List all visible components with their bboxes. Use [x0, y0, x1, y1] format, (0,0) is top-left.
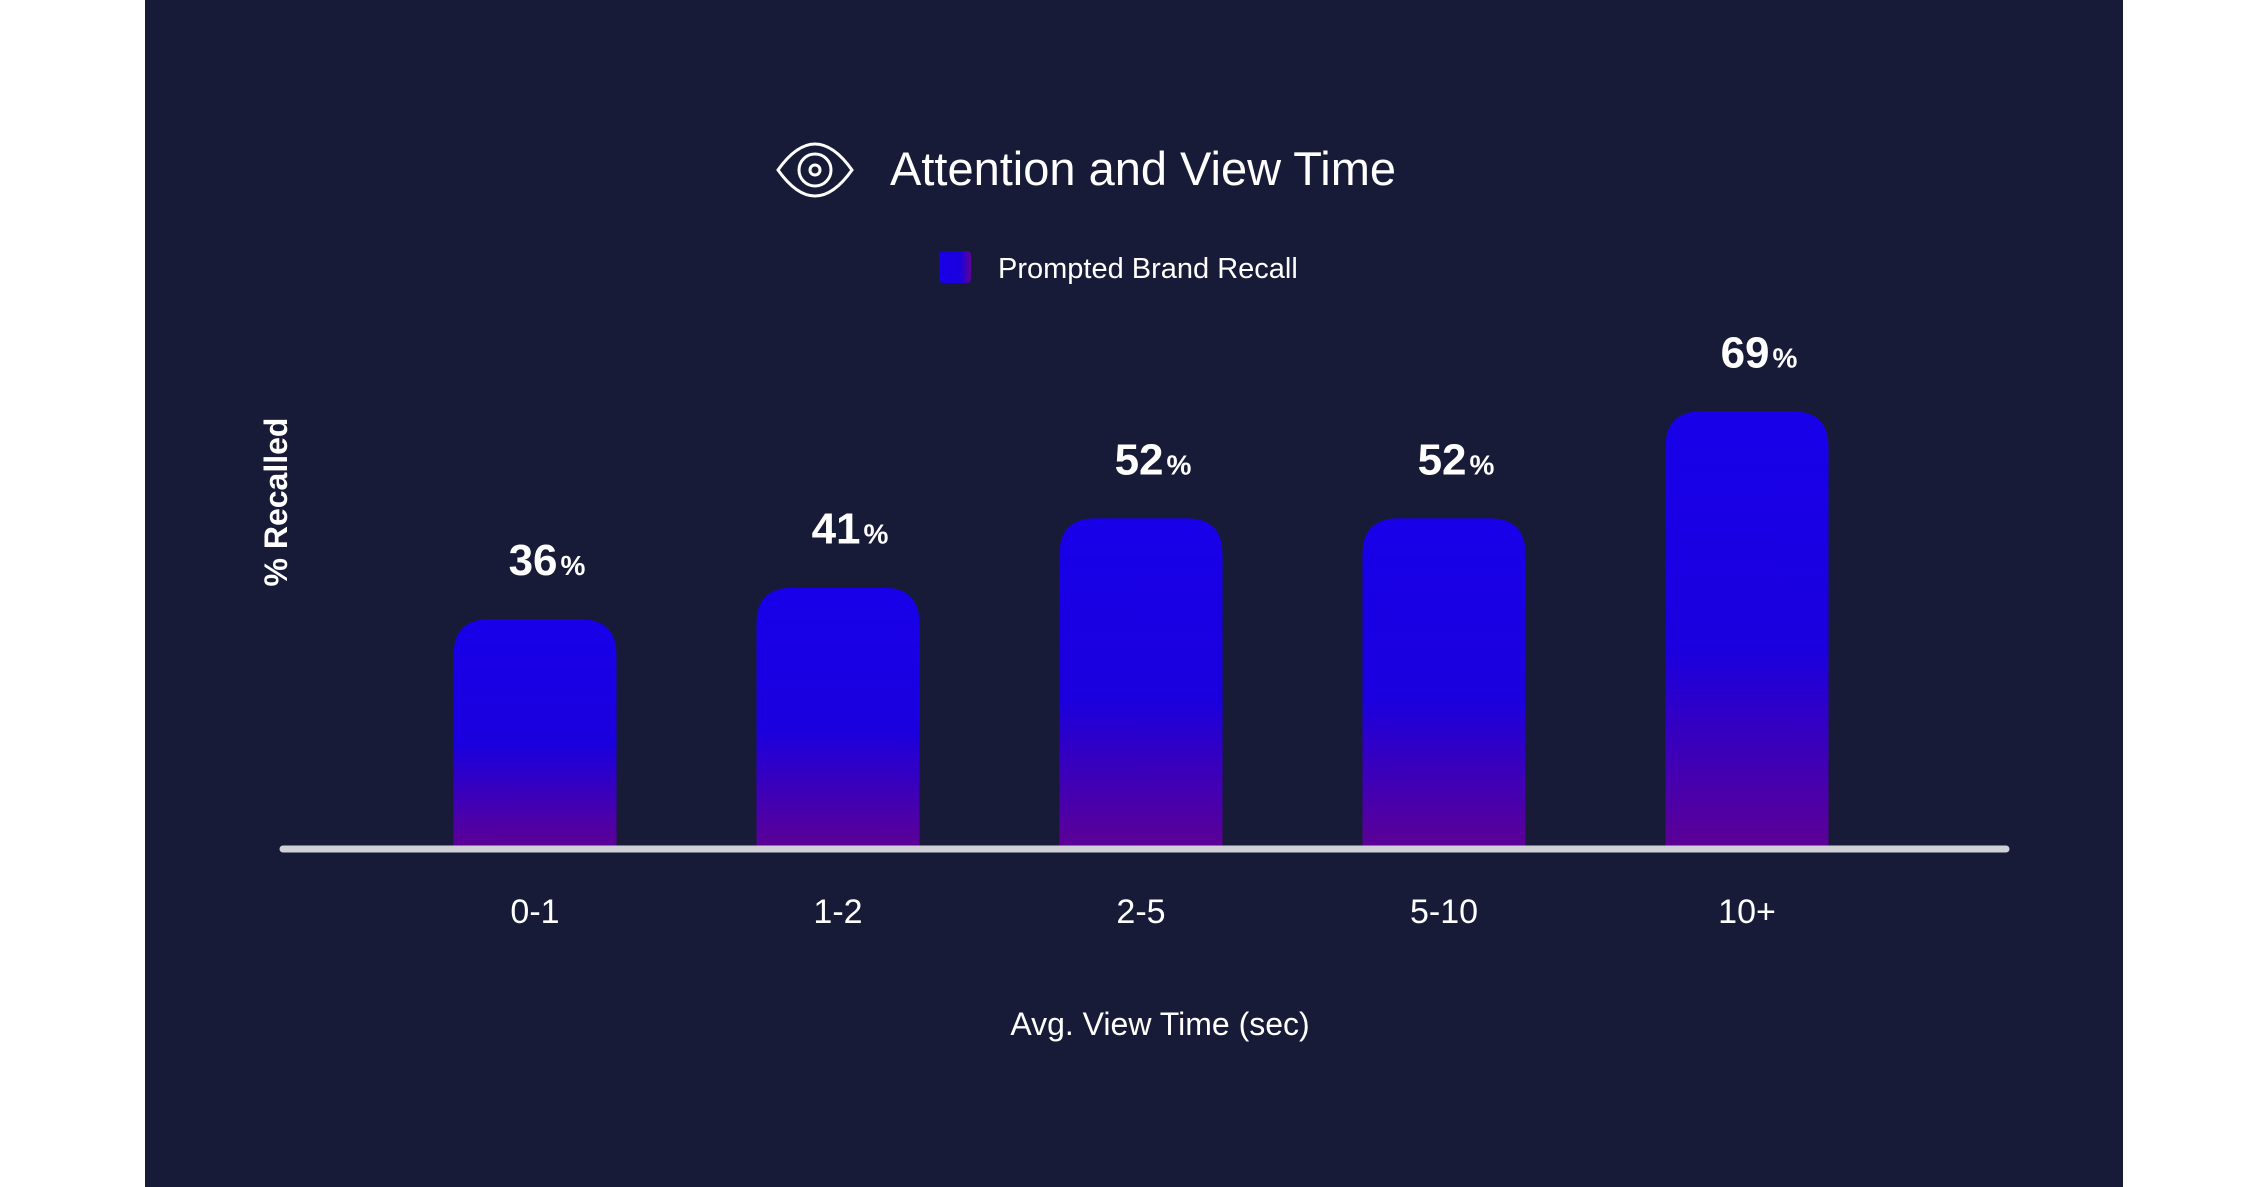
value-label-2-5: 52% [1115, 435, 1192, 484]
bars [453, 411, 1829, 846]
y-axis-label: % Recalled [258, 418, 294, 587]
value-label-10+: 69% [1721, 328, 1798, 377]
bar-0-1 [453, 619, 617, 846]
bar-5-10 [1362, 518, 1526, 846]
x-tick-label-1-2: 1-2 [813, 893, 862, 931]
value-label-1-2: 41% [812, 505, 889, 554]
value-label-0-1: 36% [509, 536, 586, 585]
bar-10+ [1665, 411, 1829, 846]
x-tick-label-10+: 10+ [1718, 893, 1776, 931]
eye-icon [776, 142, 854, 198]
bar-1-2 [756, 587, 920, 846]
chart-title: Attention and View Time [890, 142, 1396, 195]
legend-swatch [939, 251, 971, 283]
x-tick-label-0-1: 0-1 [510, 893, 559, 931]
value-label-5-10: 52% [1418, 435, 1495, 484]
x-tick-labels: 0-1 1-2 2-5 5-10 10+ [510, 893, 1775, 931]
legend-label: Prompted Brand Recall [998, 253, 1298, 285]
x-tick-label-2-5: 2-5 [1116, 893, 1165, 931]
x-axis-label: Avg. View Time (sec) [1010, 1006, 1309, 1042]
value-labels: 36 % 41 % 52% 52 % 69% [509, 328, 1798, 585]
bar-2-5 [1059, 518, 1223, 846]
x-tick-label-5-10: 5-10 [1410, 893, 1478, 931]
